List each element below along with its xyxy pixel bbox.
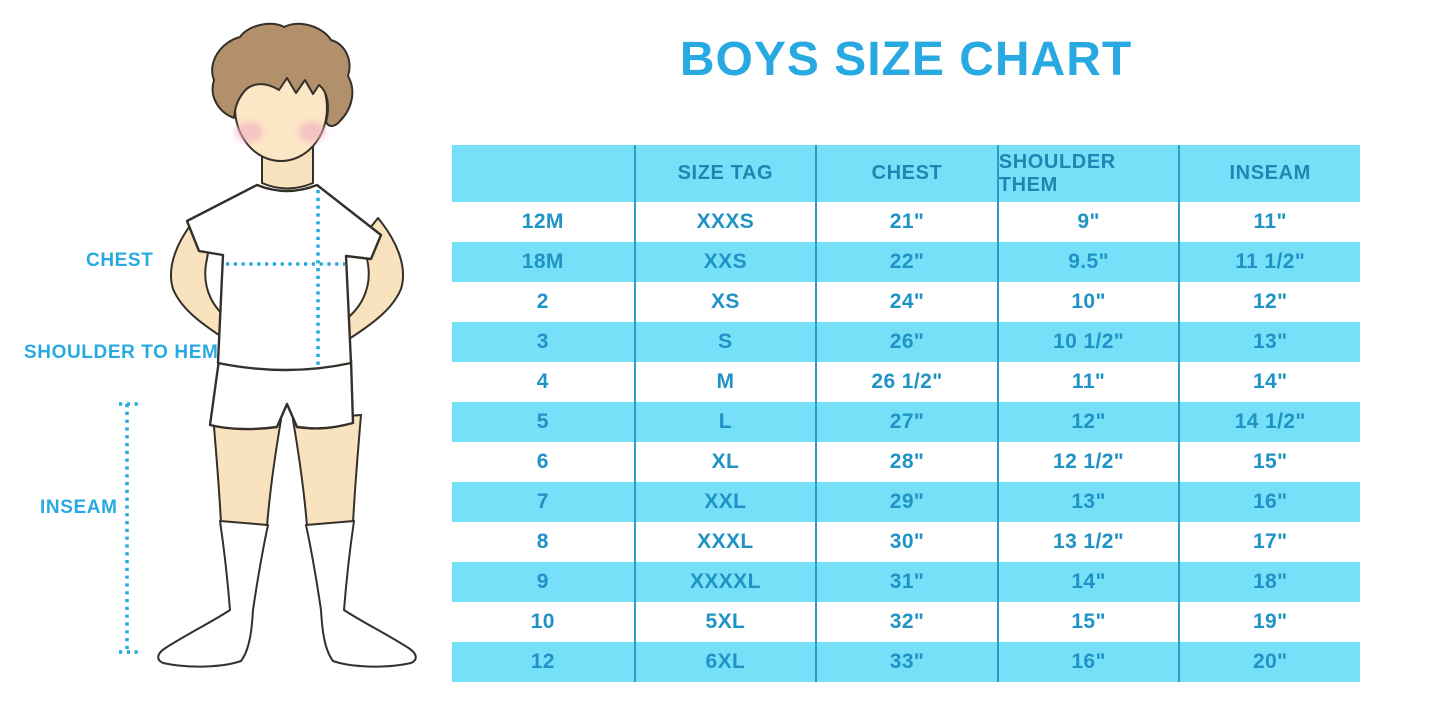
table-cell: 10" [996, 282, 1179, 322]
table-cell: 24" [815, 282, 997, 322]
chest-label: CHEST [86, 250, 154, 271]
table-cell: 18" [1178, 562, 1360, 602]
table-cell: 26 1/2" [815, 362, 997, 402]
table-row: 3 S 26" 10 1/2" 13" [452, 322, 1360, 362]
header-cell [452, 145, 634, 202]
table-cell: 32" [815, 602, 997, 642]
table-cell: 9" [996, 202, 1179, 242]
table-cell: 9 [536, 570, 549, 593]
table-cell: 8 [536, 530, 549, 553]
table-cell: 11" [1178, 202, 1360, 242]
measure-lines [119, 190, 345, 654]
table-cell: 16" [1178, 482, 1360, 522]
table-cell: 9.5" [996, 242, 1179, 282]
table-cell: 20" [1178, 642, 1360, 682]
table-row: 5 L 27" 12" 14 1/2" [452, 402, 1360, 442]
table-row: 2 XS 24" 10" 12" [452, 282, 1360, 322]
table-row: 4 M 26 1/2" 11" 14" [452, 362, 1360, 402]
table-cell: 11" [996, 362, 1179, 402]
table-cell: 13 1/2" [996, 522, 1179, 562]
table-cell: 6XL [633, 642, 816, 682]
table-cell: 27" [815, 402, 997, 442]
inseam-label: INSEAM [40, 497, 118, 518]
header-cell: INSEAM [1178, 145, 1360, 202]
table-cell: 4 [536, 370, 549, 393]
table-cell: 14" [1178, 362, 1360, 402]
table-row: 10 5XL 32" 15" 19" [452, 602, 1360, 642]
table-cell: 21" [815, 202, 997, 242]
table-cell: 13" [1178, 322, 1360, 362]
table-cell: 33" [815, 642, 997, 682]
table-cell: 5 [536, 410, 549, 433]
table-cell: 19" [1178, 602, 1360, 642]
table-cell: 7 [536, 490, 549, 513]
table-cell: XXS [633, 242, 816, 282]
header-cell: CHEST [815, 145, 997, 202]
table-cell: 12" [996, 402, 1179, 442]
table-cell: 12 [530, 650, 555, 673]
page-title: BOYS SIZE CHART [679, 33, 1133, 86]
header-row: SIZE TAG CHEST SHOULDER THEM INSEAM [452, 145, 1360, 202]
size-table: SIZE TAG CHEST SHOULDER THEM INSEAM 12M XXXS 2… [452, 145, 1360, 682]
table-cell: 15" [1178, 442, 1360, 482]
table-cell: 12" [1178, 282, 1360, 322]
table-cell: 31" [815, 562, 997, 602]
boy-figure-illustration: CHEST SHOULDER TO HEM INSEAM [0, 0, 460, 723]
table-cell: 16" [996, 642, 1179, 682]
table-cell: XXXS [633, 202, 816, 242]
table-cell: 18M [521, 250, 564, 273]
table-cell: XXL [633, 482, 816, 522]
table-cell: 5XL [633, 602, 816, 642]
table-cell: 26" [815, 322, 997, 362]
table-row: 6 XL 28" 12 1/2" 15" [452, 442, 1360, 482]
table-cell: 29" [815, 482, 997, 522]
table-row: 12M XXXS 21" 9" 11" [452, 202, 1360, 242]
table-row: 18M XXS 22" 9.5" 11 1/2" [452, 242, 1360, 282]
table-cell: 13" [996, 482, 1179, 522]
table-cell: 17" [1178, 522, 1360, 562]
table-cell: 14 1/2" [1178, 402, 1360, 442]
table-row: 8 XXXL 30" 13 1/2" 17" [452, 522, 1360, 562]
table-cell: 12 1/2" [996, 442, 1179, 482]
shoulder-to-hem-label: SHOULDER TO HEM [24, 342, 219, 363]
header-cell: SIZE TAG [633, 145, 816, 202]
header-cell: SHOULDER THEM [996, 145, 1179, 202]
table-cell: 6 [536, 450, 549, 473]
table-cell: 28" [815, 442, 997, 482]
table-cell: XS [633, 282, 816, 322]
table-row: 7 XXL 29" 13" 16" [452, 482, 1360, 522]
boy-figure-icon [119, 22, 417, 668]
table-cell: 11 1/2" [1178, 242, 1360, 282]
table-cell: 10 [530, 610, 555, 633]
table-cell: 30" [815, 522, 997, 562]
table-cell: S [633, 322, 816, 362]
table-row: 12 6XL 33" 16" 20" [452, 642, 1360, 682]
table-cell: 2 [536, 290, 549, 313]
table-cell: 15" [996, 602, 1179, 642]
table-row: 9 XXXXL 31" 14" 18" [452, 562, 1360, 602]
table-cell: XL [633, 442, 816, 482]
table-cell: XXXXL [633, 562, 816, 602]
table-cell: L [633, 402, 816, 442]
table-cell: 14" [996, 562, 1179, 602]
table-cell: M [633, 362, 816, 402]
table-cell: 3 [536, 330, 549, 353]
table-cell: 10 1/2" [996, 322, 1179, 362]
table-cell: XXXL [633, 522, 816, 562]
table-cell: 12M [521, 210, 564, 233]
table-cell: 22" [815, 242, 997, 282]
